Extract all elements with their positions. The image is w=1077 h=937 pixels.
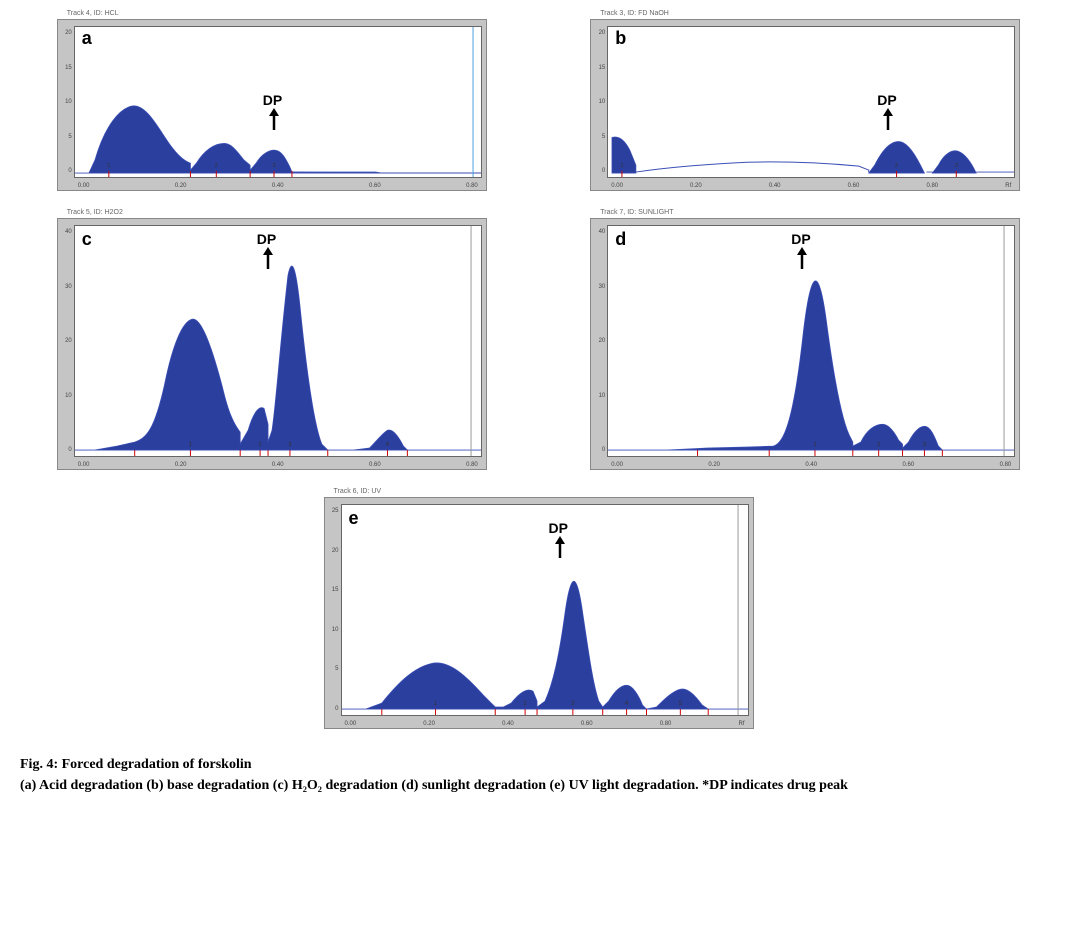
plot-area: 123 [607, 225, 1015, 457]
y-axis: 20151050 [593, 26, 605, 178]
x-axis: 0.000.200.400.600.80Rf [607, 183, 1015, 189]
chart-title: Track 6, ID: UV [334, 488, 754, 495]
dp-arrow-icon [553, 536, 567, 563]
caption-description: (a) Acid degradation (b) base degradatio… [20, 775, 1040, 796]
x-axis: 0.000.200.400.600.80 [607, 462, 1015, 468]
chart-frame: 201510501230.000.200.400.600.80aDP [57, 19, 487, 191]
panel-a: Track 4, ID: HCL201510501230.000.200.400… [57, 10, 487, 191]
svg-text:2: 2 [214, 163, 217, 169]
chromatogram-svg: 123 [608, 226, 1014, 456]
chart-title: Track 4, ID: HCL [67, 10, 487, 17]
y-axis: 403020100 [593, 225, 605, 457]
chromatogram-svg: 123 [608, 27, 1014, 177]
dp-label: DP [263, 92, 282, 108]
y-axis: 403020100 [60, 225, 72, 457]
figure-caption: Fig. 4: Forced degradation of forskolin … [20, 754, 1040, 796]
chart-frame: 20151050123 0.000.200.400.600.80Rf b DP [590, 19, 1020, 191]
panel-b: Track 3, ID: FD NaOH 20151050123 0.000.200… [590, 10, 1020, 191]
svg-text:2: 2 [877, 442, 880, 448]
plot-area: 123 [607, 26, 1015, 178]
panel-e: Track 6, ID: UV 252015105012345 0.000.200.… [324, 488, 754, 729]
chart-frame: 4030201001234 0.000.200.400.600.80 c DP [57, 218, 487, 470]
dp-label: DP [877, 92, 896, 108]
panel-label: b [615, 28, 626, 49]
y-axis: 2520151050 [327, 504, 339, 716]
svg-text:2: 2 [895, 163, 898, 169]
dp-arrow-icon [795, 247, 809, 274]
panel-d: Track 7, ID: SUNLIGHT 403020100123 0.000.2… [590, 209, 1020, 470]
panel-label: e [349, 508, 359, 529]
chromatogram-svg: 12345 [342, 505, 748, 715]
chromatogram-svg: 1234 [75, 226, 481, 456]
y-axis: 20151050 [60, 26, 72, 178]
panel-label: c [82, 229, 92, 250]
x-axis: 0.000.200.400.600.80 [74, 183, 482, 189]
plot-area: 12345 [341, 504, 749, 716]
chart-frame: 403020100123 0.000.200.400.600.80 d DP [590, 218, 1020, 470]
chart-title: Track 5, ID: H2O2 [67, 209, 487, 216]
dp-label: DP [549, 520, 568, 536]
dp-arrow-icon [267, 108, 281, 135]
panel-label: d [615, 229, 626, 250]
charts-grid: Track 4, ID: HCL201510501230.000.200.400… [20, 10, 1057, 729]
x-axis: 0.000.200.400.600.80 [74, 462, 482, 468]
caption-title: Fig. 4: Forced degradation of forskolin [20, 754, 1040, 775]
plot-area: 1234 [74, 225, 482, 457]
chart-title: Track 3, ID: FD NaOH [600, 10, 1020, 17]
panel-c: Track 5, ID: H2O2 4030201001234 0.000.200.… [57, 209, 487, 470]
svg-text:2: 2 [523, 701, 526, 707]
chart-frame: 252015105012345 0.000.200.400.600.80Rf e DP [324, 497, 754, 729]
svg-text:2: 2 [258, 442, 261, 448]
dp-arrow-icon [881, 108, 895, 135]
panel-label: a [82, 28, 92, 49]
dp-arrow-icon [261, 247, 275, 274]
dp-label: DP [791, 231, 810, 247]
dp-label: DP [257, 231, 276, 247]
chart-title: Track 7, ID: SUNLIGHT [600, 209, 1020, 216]
x-axis: 0.000.200.400.600.80Rf [341, 721, 749, 727]
